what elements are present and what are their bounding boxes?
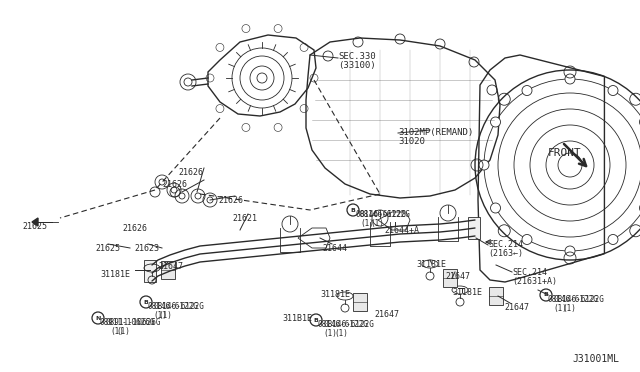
- Circle shape: [522, 234, 532, 244]
- Text: SEC.214: SEC.214: [488, 240, 523, 249]
- Circle shape: [140, 296, 152, 308]
- Text: 31181E: 31181E: [416, 260, 446, 269]
- Text: 08911-10626G: 08911-10626G: [105, 318, 161, 327]
- Text: 21647: 21647: [158, 262, 183, 271]
- Bar: [468, 217, 480, 239]
- Text: FRONT: FRONT: [548, 148, 582, 158]
- Text: 21626: 21626: [218, 196, 243, 205]
- Text: 31181E: 31181E: [100, 270, 130, 279]
- Text: 08146-6122G: 08146-6122G: [148, 302, 199, 311]
- Text: 21621: 21621: [232, 214, 257, 223]
- Text: 21626: 21626: [162, 180, 187, 189]
- Circle shape: [565, 246, 575, 256]
- Text: (1): (1): [110, 327, 124, 336]
- Text: 08146-6122G: 08146-6122G: [553, 295, 604, 304]
- Text: B: B: [314, 317, 319, 323]
- Text: 21647: 21647: [504, 303, 529, 312]
- Text: 21647: 21647: [445, 272, 470, 281]
- Text: (1): (1): [116, 327, 130, 336]
- Text: (1): (1): [370, 219, 384, 228]
- Bar: [489, 287, 503, 305]
- Text: 21644+A: 21644+A: [384, 226, 419, 235]
- Text: (1): (1): [562, 304, 576, 313]
- Text: B: B: [143, 299, 148, 305]
- Text: 31181E: 31181E: [452, 288, 482, 297]
- Text: 21644: 21644: [322, 244, 347, 253]
- Circle shape: [490, 117, 500, 127]
- Text: 08146-6122G: 08146-6122G: [323, 320, 374, 329]
- Text: B: B: [351, 208, 355, 212]
- Circle shape: [522, 86, 532, 96]
- Circle shape: [608, 86, 618, 96]
- Text: 08911-10626G: 08911-10626G: [100, 318, 156, 327]
- Text: (1): (1): [553, 304, 567, 313]
- Text: 21625: 21625: [95, 244, 120, 253]
- Text: 311B1E: 311B1E: [282, 314, 312, 323]
- Circle shape: [490, 203, 500, 213]
- Text: 08146-6122G: 08146-6122G: [360, 210, 411, 219]
- Text: (1): (1): [158, 311, 172, 320]
- Bar: [353, 293, 367, 311]
- Text: N: N: [95, 315, 100, 321]
- Text: (1): (1): [360, 219, 374, 228]
- Text: 31020: 31020: [398, 137, 425, 146]
- Bar: [161, 261, 175, 279]
- Text: (1): (1): [153, 311, 167, 320]
- Text: 08146-6122G: 08146-6122G: [153, 302, 204, 311]
- Circle shape: [608, 234, 618, 244]
- Circle shape: [310, 314, 322, 326]
- Text: 31181E: 31181E: [320, 290, 350, 299]
- Text: 21625: 21625: [22, 222, 47, 231]
- Text: 21647: 21647: [374, 310, 399, 319]
- Text: B: B: [543, 292, 548, 298]
- Circle shape: [479, 160, 489, 170]
- Text: SEC.330: SEC.330: [338, 52, 376, 61]
- Text: 08146-6122G: 08146-6122G: [318, 320, 369, 329]
- Circle shape: [92, 312, 104, 324]
- Text: (1): (1): [323, 329, 337, 338]
- Text: (33100): (33100): [338, 61, 376, 70]
- Bar: [144, 260, 156, 282]
- FancyArrow shape: [32, 218, 38, 226]
- Circle shape: [347, 204, 359, 216]
- Text: (2163←): (2163←): [488, 249, 523, 258]
- Bar: [443, 269, 457, 287]
- Text: SEC.214: SEC.214: [512, 268, 547, 277]
- Text: 3102MP(REMAND): 3102MP(REMAND): [398, 128, 473, 137]
- Text: 21623: 21623: [134, 244, 159, 253]
- Text: (21631+A): (21631+A): [512, 277, 557, 286]
- Circle shape: [540, 289, 552, 301]
- Text: 21626: 21626: [122, 224, 147, 233]
- Text: J31001ML: J31001ML: [572, 354, 619, 364]
- Text: (1): (1): [334, 329, 348, 338]
- Text: 21626: 21626: [178, 168, 203, 177]
- Circle shape: [565, 74, 575, 84]
- Text: 08146-6122G: 08146-6122G: [548, 295, 599, 304]
- Text: 08146-6122G: 08146-6122G: [356, 210, 407, 219]
